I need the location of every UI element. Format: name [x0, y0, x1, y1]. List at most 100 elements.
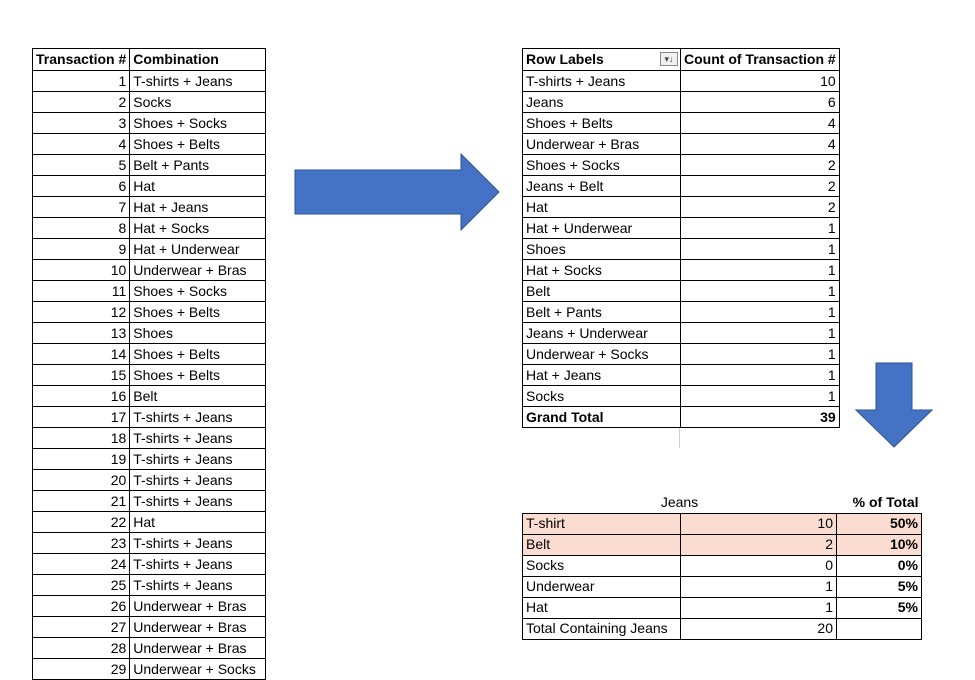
combination-cell[interactable]: Socks [129, 91, 267, 113]
combination-cell[interactable]: Underwear + Socks [129, 658, 267, 680]
transaction-number-cell[interactable]: 20 [31, 469, 131, 491]
pivot-label-cell[interactable]: Shoes [522, 238, 681, 260]
combination-cell[interactable]: Shoes + Belts [129, 133, 267, 155]
combination-cell[interactable]: Shoes + Socks [129, 280, 267, 302]
combination-cell[interactable]: T-shirts + Jeans [129, 532, 267, 554]
combination-cell[interactable]: T-shirts + Jeans [129, 70, 267, 92]
transaction-number-cell[interactable]: 10 [31, 259, 131, 281]
transaction-number-cell[interactable]: 16 [31, 385, 131, 407]
jeans-count-cell[interactable]: 1 [680, 575, 837, 598]
pivot-count-cell[interactable]: 1 [680, 238, 840, 260]
combination-cell[interactable]: Shoes + Belts [129, 301, 267, 323]
jeans-item-cell[interactable]: T-shirt [522, 512, 681, 535]
filter-sort-dropdown-icon[interactable]: ▾↓ [660, 52, 678, 66]
transaction-number-cell[interactable]: 8 [31, 217, 131, 239]
combination-cell[interactable]: T-shirts + Jeans [129, 469, 267, 491]
combination-cell[interactable]: T-shirts + Jeans [129, 448, 267, 470]
transaction-number-cell[interactable]: 17 [31, 406, 131, 428]
pivot-label-cell[interactable]: Jeans [522, 91, 681, 113]
transaction-number-header[interactable]: Transaction # [31, 48, 131, 71]
transaction-number-cell[interactable]: 26 [31, 595, 131, 617]
grand-total-label[interactable]: Grand Total [522, 406, 681, 428]
transaction-number-cell[interactable]: 25 [31, 574, 131, 596]
combination-cell[interactable]: T-shirts + Jeans [129, 490, 267, 512]
jeans-pct-cell[interactable]: 50% [836, 512, 922, 535]
pivot-count-cell[interactable]: 1 [680, 217, 840, 239]
pivot-label-cell[interactable]: Underwear + Socks [522, 343, 681, 365]
jeans-total-pct[interactable] [836, 617, 922, 640]
transaction-number-cell[interactable]: 13 [31, 322, 131, 344]
pivot-label-cell[interactable]: Hat [522, 196, 681, 218]
pivot-label-cell[interactable]: Belt + Pants [522, 301, 681, 323]
pivot-count-cell[interactable]: 1 [680, 385, 840, 407]
pivot-label-cell[interactable]: Jeans + Underwear [522, 322, 681, 344]
combination-cell[interactable]: Hat + Underwear [129, 238, 267, 260]
jeans-item-cell[interactable]: Underwear [522, 575, 681, 598]
jeans-count-cell[interactable]: 0 [680, 554, 837, 577]
jeans-pct-cell[interactable]: 10% [836, 533, 922, 556]
pivot-label-cell[interactable]: Shoes + Socks [522, 154, 681, 176]
pivot-count-cell[interactable]: 1 [680, 259, 840, 281]
jeans-pct-cell[interactable]: 0% [836, 554, 922, 577]
pivot-count-cell[interactable]: 1 [680, 364, 840, 386]
combination-cell[interactable]: T-shirts + Jeans [129, 574, 267, 596]
pivot-count-cell[interactable]: 2 [680, 196, 840, 218]
jeans-count-cell[interactable]: 2 [680, 533, 837, 556]
pivot-label-cell[interactable]: Shoes + Belts [522, 112, 681, 134]
jeans-item-cell[interactable]: Belt [522, 533, 681, 556]
combination-cell[interactable]: Underwear + Bras [129, 637, 267, 659]
jeans-pct-cell[interactable]: 5% [836, 575, 922, 598]
transaction-number-cell[interactable]: 23 [31, 532, 131, 554]
grand-total-value[interactable]: 39 [680, 406, 840, 428]
transaction-number-cell[interactable]: 21 [31, 490, 131, 512]
transaction-number-cell[interactable]: 24 [31, 553, 131, 575]
transaction-number-cell[interactable]: 6 [31, 175, 131, 197]
transaction-number-cell[interactable]: 2 [31, 91, 131, 113]
pivot-count-cell[interactable]: 1 [680, 280, 840, 302]
transaction-number-cell[interactable]: 27 [31, 616, 131, 638]
transaction-number-cell[interactable]: 1 [31, 70, 131, 92]
combination-cell[interactable]: T-shirts + Jeans [129, 427, 267, 449]
pivot-label-cell[interactable]: Underwear + Bras [522, 133, 681, 155]
count-header[interactable]: Count of Transaction # [680, 48, 840, 71]
transaction-number-cell[interactable]: 29 [31, 658, 131, 680]
combination-cell[interactable]: T-shirts + Jeans [129, 406, 267, 428]
combination-cell[interactable]: Shoes + Socks [129, 112, 267, 134]
transaction-number-cell[interactable]: 4 [31, 133, 131, 155]
transaction-number-cell[interactable]: 11 [31, 280, 131, 302]
pivot-label-cell[interactable]: Socks [522, 385, 681, 407]
combination-cell[interactable]: Hat [129, 511, 267, 533]
transaction-number-cell[interactable]: 18 [31, 427, 131, 449]
pivot-count-cell[interactable]: 1 [680, 343, 840, 365]
combination-cell[interactable]: Shoes [129, 322, 267, 344]
pivot-label-cell[interactable]: Belt [522, 280, 681, 302]
pivot-count-cell[interactable]: 2 [680, 175, 840, 197]
jeans-count-cell[interactable]: 10 [680, 512, 837, 535]
transaction-number-cell[interactable]: 3 [31, 112, 131, 134]
transaction-number-cell[interactable]: 9 [31, 238, 131, 260]
transaction-number-cell[interactable]: 22 [31, 511, 131, 533]
combination-cell[interactable]: Belt [129, 385, 267, 407]
pivot-count-cell[interactable]: 1 [680, 301, 840, 323]
jeans-item-cell[interactable]: Hat [522, 596, 681, 619]
transaction-number-cell[interactable]: 5 [31, 154, 131, 176]
transaction-number-cell[interactable]: 28 [31, 637, 131, 659]
jeans-total-count[interactable]: 20 [680, 617, 837, 640]
pivot-label-cell[interactable]: Hat + Jeans [522, 364, 681, 386]
pivot-label-cell[interactable]: T-shirts + Jeans [522, 70, 681, 92]
combination-cell[interactable]: Shoes + Belts [129, 343, 267, 365]
combination-cell[interactable]: Hat + Jeans [129, 196, 267, 218]
pivot-count-cell[interactable]: 1 [680, 322, 840, 344]
pivot-count-cell[interactable]: 4 [680, 112, 840, 134]
combination-cell[interactable]: Underwear + Bras [129, 616, 267, 638]
transaction-number-cell[interactable]: 7 [31, 196, 131, 218]
combination-header[interactable]: Combination [129, 48, 267, 71]
pivot-count-cell[interactable]: 4 [680, 133, 840, 155]
transaction-number-cell[interactable]: 12 [31, 301, 131, 323]
jeans-count-cell[interactable]: 1 [680, 596, 837, 619]
combination-cell[interactable]: T-shirts + Jeans [129, 553, 267, 575]
pivot-count-cell[interactable]: 10 [680, 70, 840, 92]
pivot-label-cell[interactable]: Hat + Underwear [522, 217, 681, 239]
pivot-label-cell[interactable]: Jeans + Belt [522, 175, 681, 197]
pivot-label-cell[interactable]: Hat + Socks [522, 259, 681, 281]
